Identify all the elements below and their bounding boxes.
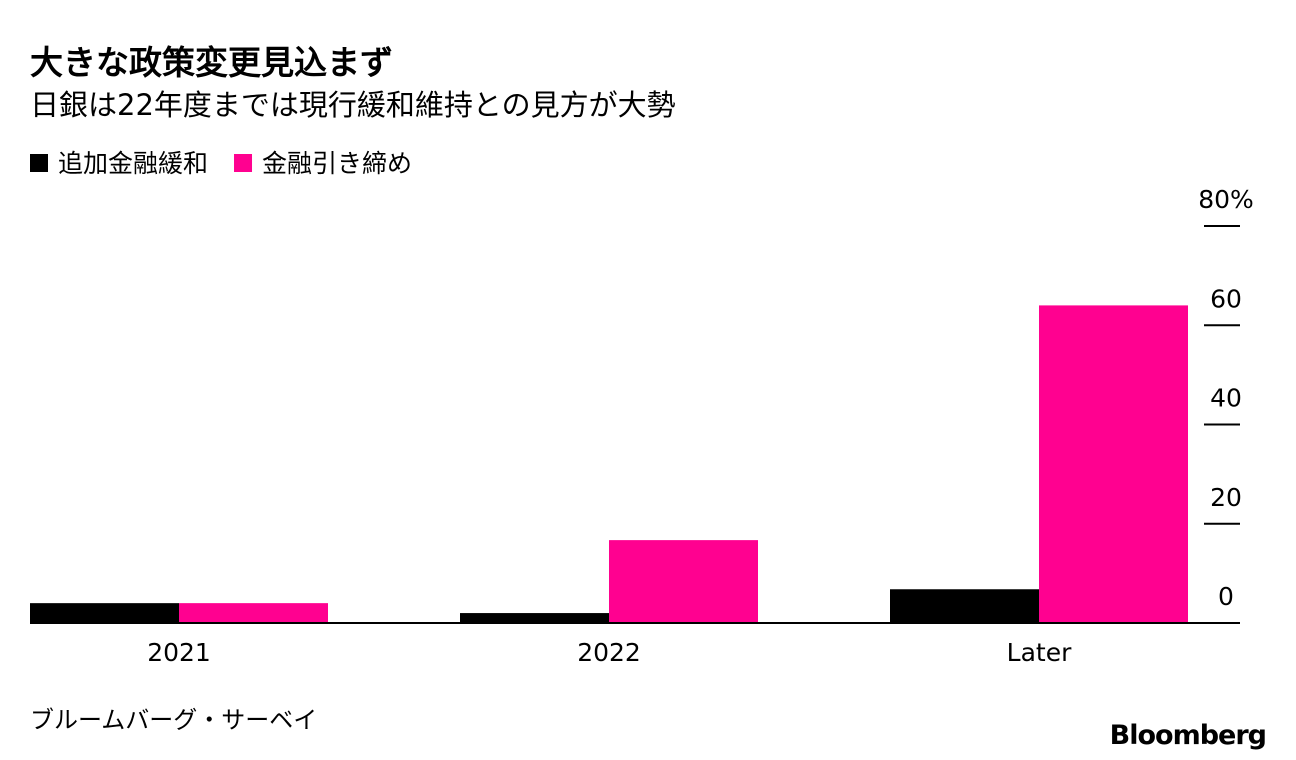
bar	[30, 603, 179, 623]
y-tick-label: 40	[1210, 384, 1242, 413]
legend-swatch	[234, 154, 253, 172]
bar	[609, 540, 758, 623]
legend-swatch	[30, 154, 48, 172]
chart-title: 大きな政策変更見込まず	[30, 43, 393, 82]
brand-logo: Bloomberg	[1110, 720, 1266, 751]
bar	[890, 589, 1039, 623]
legend-label: 追加金融緩和	[58, 149, 208, 178]
legend: 追加金融緩和 金融引き締め	[30, 149, 412, 178]
y-tick-label: 60	[1210, 284, 1242, 313]
source: ブルームバーグ・サーベイ	[30, 706, 317, 734]
legend-label: 金融引き締め	[262, 149, 412, 178]
y-tick-label: 0	[1218, 582, 1234, 611]
bar	[1039, 305, 1188, 623]
x-tick-label: 2022	[577, 638, 641, 667]
bar	[179, 603, 328, 623]
chart-subtitle: 日銀は22年度までは現行緩和維持との見方が大勢	[30, 88, 676, 122]
y-tick-label: 20	[1210, 483, 1242, 512]
bar	[460, 613, 609, 623]
x-tick-label: Later	[1007, 638, 1072, 667]
x-tick-label: 2021	[147, 638, 211, 667]
y-tick-label: 80%	[1198, 185, 1254, 214]
